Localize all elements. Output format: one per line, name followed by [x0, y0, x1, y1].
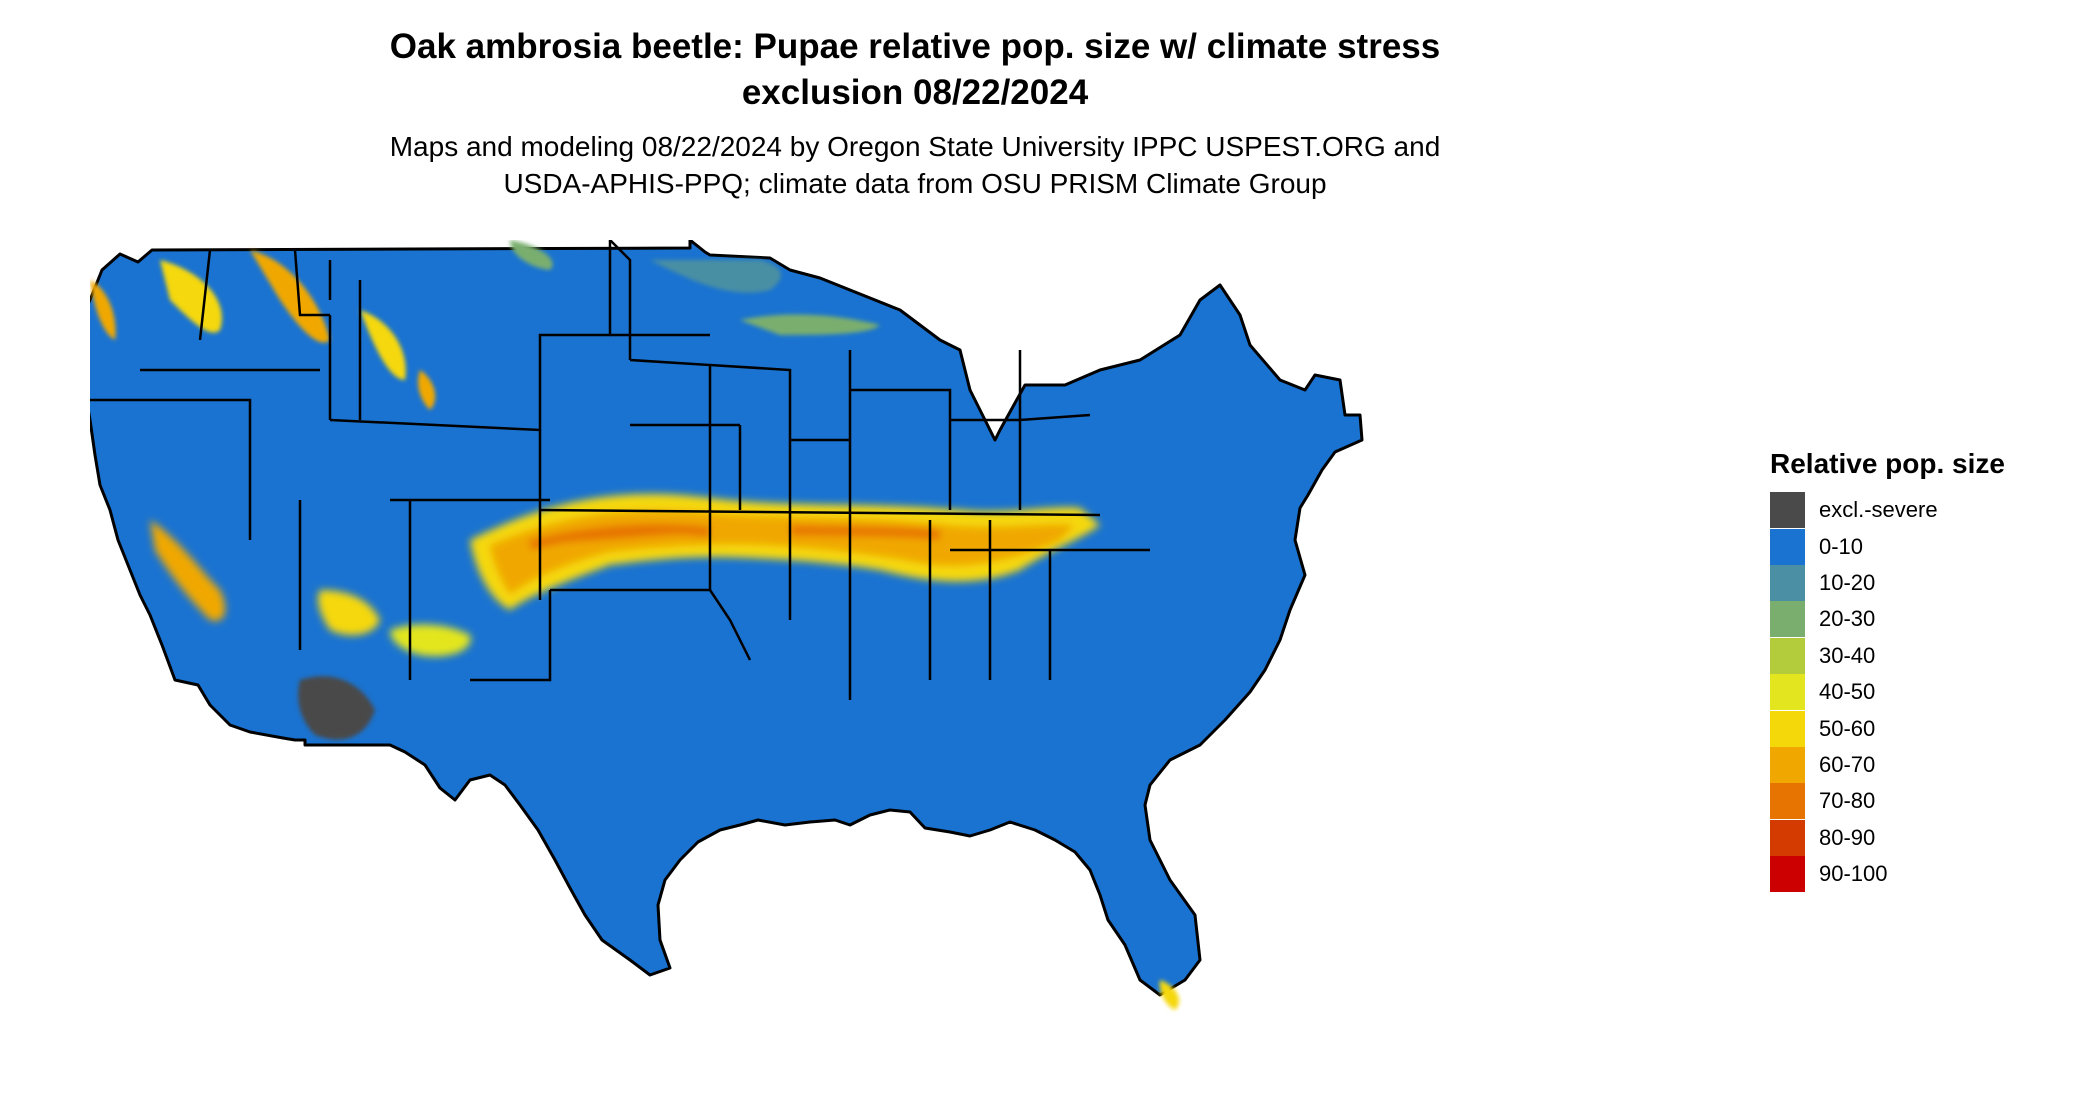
legend-swatch	[1770, 564, 1805, 601]
map-subtitle: Maps and modeling 08/22/2024 by Oregon S…	[260, 128, 1570, 202]
legend-label: 50-60	[1819, 715, 1876, 741]
legend-swatch	[1770, 856, 1805, 893]
legend-label: 60-70	[1819, 751, 1876, 777]
legend: Relative pop. size excl.-severe 0-10 10-20…	[1770, 448, 2090, 893]
legend-label: 0-10	[1819, 533, 1864, 559]
legend-item: 0-10	[1770, 528, 2090, 565]
legend-item: 80-90	[1770, 819, 2090, 856]
legend-swatch	[1770, 674, 1805, 711]
legend-swatch	[1770, 528, 1805, 565]
subtitle-line-1: Maps and modeling 08/22/2024 by Oregon S…	[389, 131, 1441, 162]
excluded-desert	[298, 676, 375, 740]
map-title: Oak ambrosia beetle: Pupae relative pop.…	[260, 24, 1570, 116]
legend-swatch	[1770, 783, 1805, 820]
legend-title: Relative pop. size	[1770, 448, 2005, 479]
legend-swatch	[1770, 637, 1805, 674]
us-map	[90, 240, 1364, 1010]
legend-swatch	[1770, 601, 1805, 638]
legend-swatch	[1770, 492, 1805, 529]
legend-label: 30-40	[1819, 642, 1876, 668]
title-line-1: Oak ambrosia beetle: Pupae relative pop.…	[389, 27, 1441, 66]
legend-label: 70-80	[1819, 788, 1876, 814]
legend-label: 20-30	[1819, 606, 1876, 632]
suitability-northwest	[90, 240, 553, 410]
legend-label: 90-100	[1819, 861, 1888, 887]
legend-label: 40-50	[1819, 679, 1876, 705]
legend-swatch	[1770, 710, 1805, 747]
legend-swatch	[1770, 819, 1805, 856]
legend-item: 90-100	[1770, 856, 2090, 893]
suitability-florida-tip	[1159, 980, 1180, 1010]
legend-label: 80-90	[1819, 824, 1876, 850]
us-landmass	[90, 240, 1364, 997]
legend-item: 10-20	[1770, 564, 2090, 601]
legend-item: 50-60	[1770, 710, 2090, 747]
legend-item: 30-40	[1770, 637, 2090, 674]
title-line-2: exclusion 08/22/2024	[741, 73, 1089, 112]
legend-item: 70-80	[1770, 783, 2090, 820]
legend-item: 20-30	[1770, 601, 2090, 638]
legend-item: 60-70	[1770, 746, 2090, 783]
legend-label: 10-20	[1819, 569, 1876, 595]
legend-item: 40-50	[1770, 674, 2090, 711]
legend-rows: excl.-severe 0-10 10-20 20-30 30-40 40-50 50-6…	[1770, 492, 2090, 893]
legend-item: excl.-severe	[1770, 492, 2090, 529]
state-borders	[90, 240, 1150, 700]
suitability-great-lakes	[650, 260, 880, 335]
legend-swatch	[1770, 746, 1805, 783]
legend-label: excl.-severe	[1819, 497, 1938, 523]
subtitle-line-2: USDA-APHIS-PPQ; climate data from OSU PR…	[503, 168, 1327, 199]
